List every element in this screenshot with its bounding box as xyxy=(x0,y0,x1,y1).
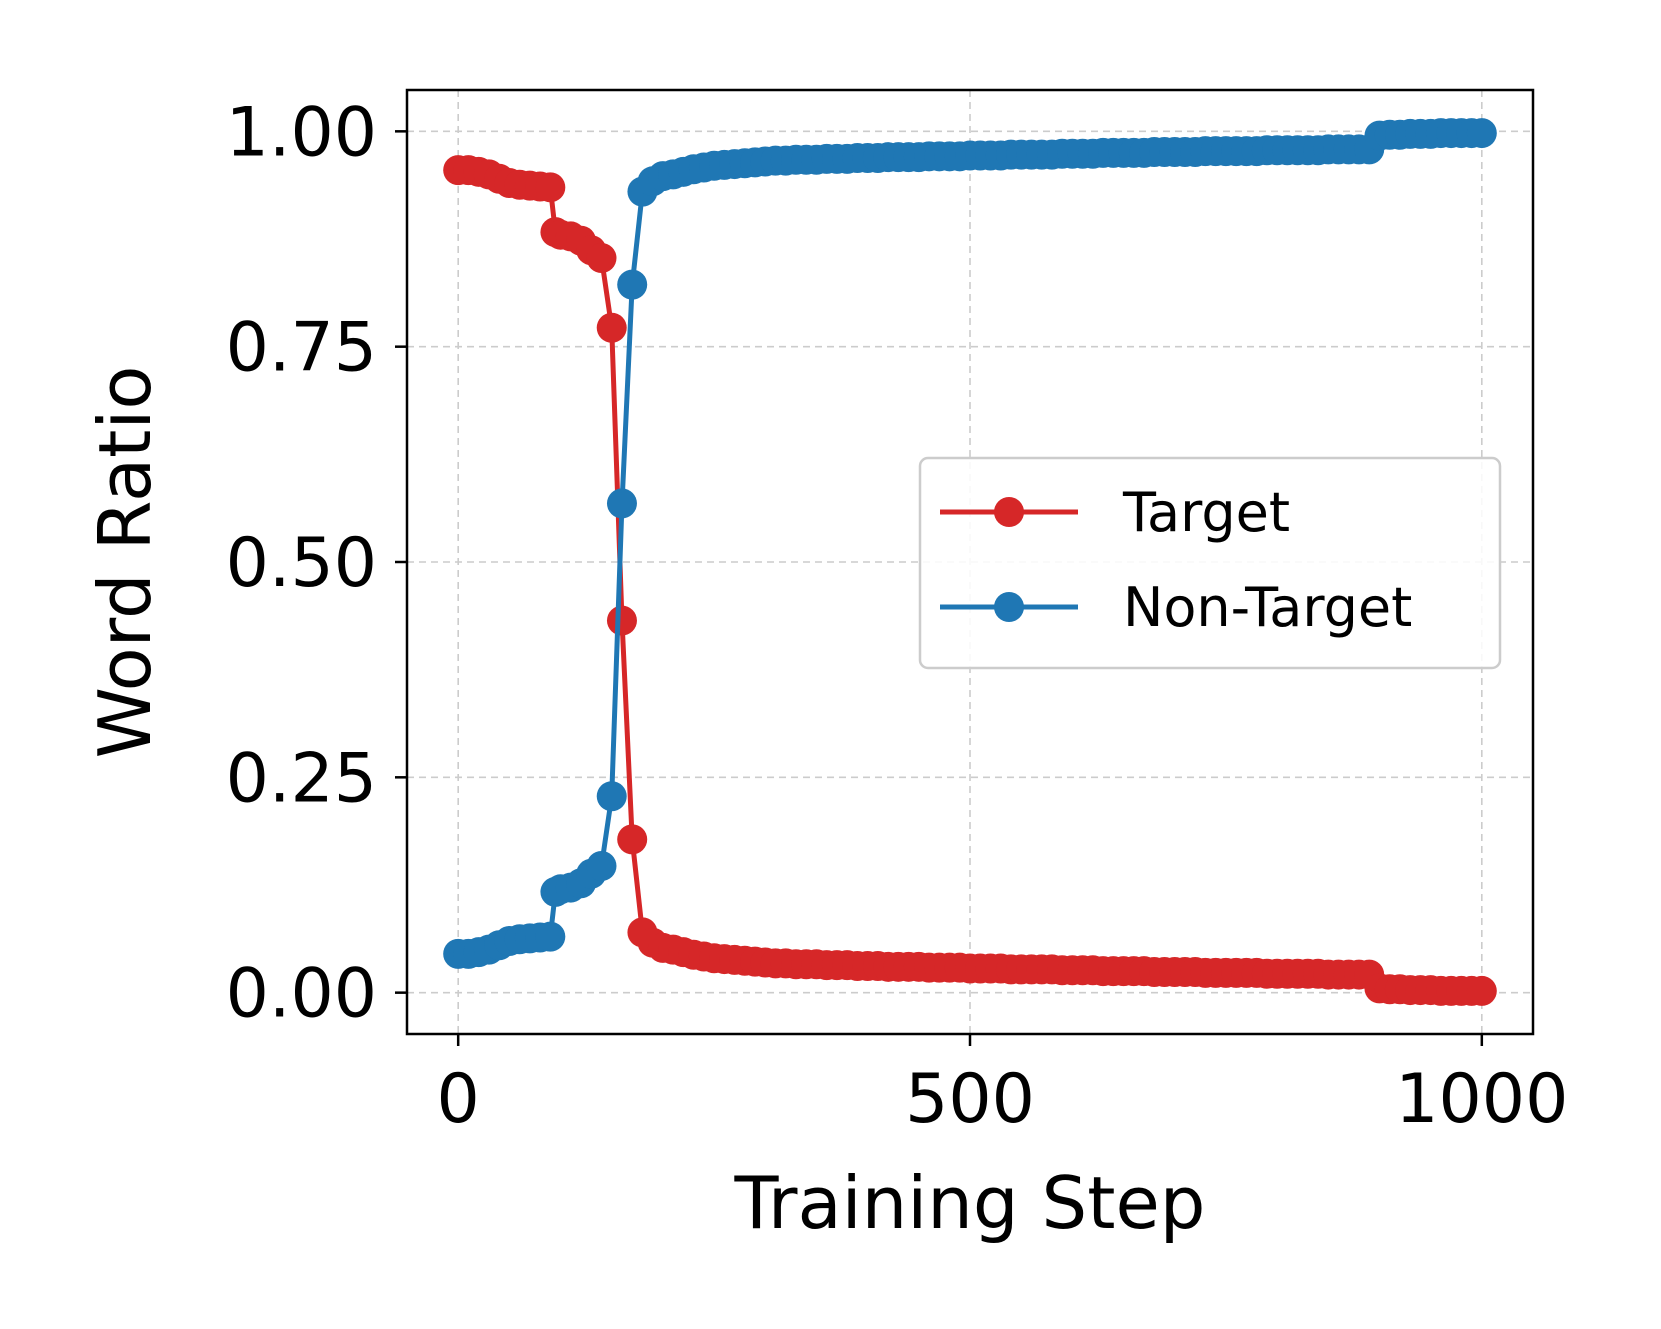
data-point xyxy=(1466,118,1497,149)
x-tick-label: 0 xyxy=(437,1060,480,1139)
data-point xyxy=(596,312,627,343)
y-tick-label: 0.25 xyxy=(226,739,377,818)
y-tick-label: 0.75 xyxy=(226,309,377,388)
legend-label: Non-Target xyxy=(1123,576,1412,639)
series-2 xyxy=(443,118,1497,969)
y-axis: 0.00 0.25 0.50 0.75 1.00 xyxy=(226,93,407,1034)
data-point xyxy=(1466,975,1497,1006)
data-point xyxy=(606,488,637,519)
y-tick-label: 1.00 xyxy=(226,93,377,172)
data-point xyxy=(535,172,566,203)
data-point xyxy=(596,781,627,812)
y-tick-label: 0.50 xyxy=(226,524,377,603)
legend-label: Target xyxy=(1122,481,1290,544)
legend-marker xyxy=(994,497,1024,527)
y-axis-title: Word Ratio xyxy=(83,366,167,759)
x-axis-title: Training Step xyxy=(734,1161,1206,1245)
x-tick-label: 1000 xyxy=(1395,1060,1568,1139)
data-point xyxy=(586,851,617,882)
data-point xyxy=(617,269,648,300)
data-point xyxy=(535,921,566,952)
data-point xyxy=(617,824,648,855)
legend-marker xyxy=(994,592,1024,622)
series-1 xyxy=(443,155,1497,1006)
data-point xyxy=(586,242,617,273)
x-tick-label: 500 xyxy=(905,1060,1035,1139)
legend: Target Non-Target xyxy=(918,456,1502,670)
x-axis: 0 500 1000 xyxy=(437,1034,1568,1139)
data-point xyxy=(606,605,637,636)
series-layer xyxy=(443,118,1497,1006)
y-tick-label: 0.00 xyxy=(226,955,377,1034)
